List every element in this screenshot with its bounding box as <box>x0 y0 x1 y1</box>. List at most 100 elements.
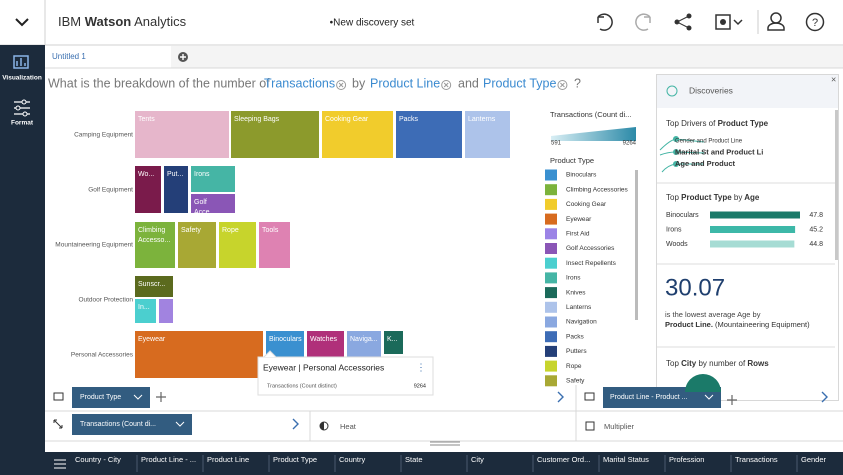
rich-text: Product Line. (Mountaineering Equipment) <box>665 320 810 329</box>
treemap-cell[interactable] <box>219 222 256 268</box>
treemap-cell[interactable] <box>259 222 290 268</box>
add-tab-plus <box>180 54 186 60</box>
treemap-cell[interactable] <box>164 166 188 213</box>
treemap-cell[interactable] <box>396 111 462 158</box>
cell-label: Eyewear <box>138 336 166 343</box>
field[interactable]: Marital Status <box>603 455 649 464</box>
field[interactable]: Profession <box>669 455 704 464</box>
cell-label-line: Acce... <box>194 209 215 216</box>
treemap-cell[interactable] <box>322 111 393 158</box>
field[interactable]: Product Line <box>207 455 249 464</box>
field[interactable]: Gender <box>801 455 827 464</box>
add-field[interactable] <box>156 392 737 405</box>
discoveries-panel <box>656 74 839 401</box>
legend-swatch[interactable] <box>545 301 557 313</box>
bar-value: 45.2 <box>809 226 823 233</box>
cell-label: K... <box>387 336 398 343</box>
field[interactable]: State <box>405 455 423 464</box>
bar <box>710 211 800 219</box>
treemap-cell[interactable] <box>135 166 161 213</box>
legend-label: Knives <box>566 289 586 296</box>
discoveries-icon <box>666 85 678 97</box>
legend-label: Rope <box>566 363 582 370</box>
legend-swatch[interactable] <box>545 228 557 240</box>
arrow-buttons[interactable] <box>292 391 828 430</box>
remove-token[interactable] <box>336 80 347 90</box>
row-label: Golf Equipment <box>88 187 133 194</box>
legend-swatch[interactable] <box>545 345 557 357</box>
treemap-cell[interactable] <box>135 331 263 378</box>
treemap-cell[interactable] <box>178 222 216 268</box>
field-chip-label: Transactions (Count di... <box>80 421 156 428</box>
treemap-cell[interactable] <box>231 111 319 158</box>
field[interactable]: Transactions <box>735 455 778 464</box>
legend-swatch[interactable] <box>545 287 557 299</box>
capture-dropdown[interactable] <box>733 19 743 26</box>
size-scale <box>551 127 636 141</box>
treemap-cell[interactable] <box>135 222 175 268</box>
field[interactable]: Country - City <box>75 455 121 464</box>
scrollbar <box>835 110 838 260</box>
text-part: Product Type <box>715 119 768 128</box>
close-button[interactable]: × <box>831 74 836 84</box>
bar-label: Binoculars <box>666 212 699 219</box>
driver-network <box>659 138 705 173</box>
treemap-cell[interactable] <box>159 299 173 323</box>
cell-label: Rope <box>222 227 239 234</box>
legend-title: Product Type <box>550 156 594 165</box>
format-knob <box>15 105 21 111</box>
stat-text: is the lowest average Age by <box>665 310 761 319</box>
field[interactable]: Country <box>339 455 366 464</box>
field[interactable]: Product Type <box>273 455 317 464</box>
driver-label: Marital St and Product Li <box>675 147 763 156</box>
rows-dropdown[interactable] <box>603 387 721 408</box>
undo-icon[interactable] <box>597 13 613 31</box>
legend-swatch[interactable] <box>545 331 557 343</box>
treemap-cell[interactable] <box>135 299 156 323</box>
legend-swatch[interactable] <box>545 198 557 210</box>
help-icon[interactable] <box>805 12 825 32</box>
legend-swatch[interactable] <box>545 184 557 196</box>
treemap-cell[interactable] <box>191 194 235 213</box>
tab[interactable] <box>45 46 171 68</box>
field[interactable]: City <box>471 455 484 464</box>
capture-icon[interactable] <box>715 14 731 30</box>
splitter-handle[interactable] <box>430 441 460 446</box>
treemap-cell[interactable] <box>384 331 403 354</box>
legend-swatch[interactable] <box>545 257 557 269</box>
tab-bar <box>45 46 843 68</box>
legend-label: Climbing Accessories <box>566 186 629 193</box>
fields-icon[interactable] <box>54 459 66 469</box>
legend-title: Transactions (Count di... <box>550 110 631 119</box>
field[interactable]: Product Line - ... <box>141 455 196 464</box>
treemap-cell[interactable] <box>191 166 235 192</box>
legend-swatch[interactable] <box>545 272 557 284</box>
menu-chevron[interactable] <box>15 18 29 27</box>
legend-swatch[interactable] <box>545 169 557 181</box>
legend-swatch[interactable] <box>545 213 557 225</box>
share-icon[interactable] <box>674 13 692 31</box>
tooltip-menu[interactable]: ⋮ <box>416 363 426 374</box>
treemap-cell[interactable] <box>135 111 229 158</box>
legend-label: First Aid <box>566 231 590 238</box>
legend-swatch[interactable] <box>545 243 557 254</box>
bar-label: Woods <box>666 241 688 248</box>
top-bar <box>0 0 843 45</box>
legend-swatch[interactable] <box>545 360 557 372</box>
treemap-cell[interactable] <box>135 276 173 297</box>
size-dropdown[interactable] <box>72 414 192 435</box>
field-chip-label: Product Line - Product ... <box>610 394 687 401</box>
visualization-icon-bars <box>16 58 26 66</box>
remove-token[interactable] <box>557 80 568 90</box>
legend-swatch[interactable] <box>545 375 557 387</box>
legend-label: Insect Repellents <box>566 260 617 267</box>
field[interactable]: Customer Ord... <box>537 455 590 464</box>
columns-dropdown[interactable] <box>72 387 150 408</box>
remove-token[interactable] <box>441 80 452 90</box>
bar <box>710 240 795 248</box>
visualization-icon[interactable] <box>13 55 29 69</box>
redo-icon[interactable] <box>635 13 651 31</box>
legend-swatch[interactable] <box>545 316 557 328</box>
brand: IBM Watson Analytics <box>58 14 187 29</box>
treemap-cell[interactable] <box>465 111 510 158</box>
